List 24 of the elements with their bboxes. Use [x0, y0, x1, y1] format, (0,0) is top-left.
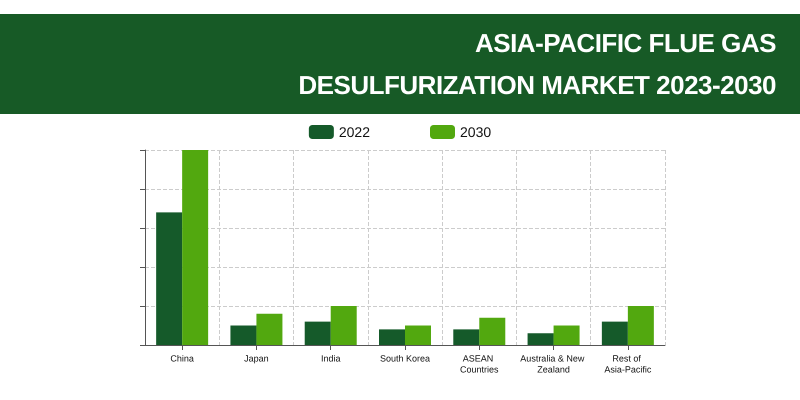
bar: [156, 212, 182, 345]
legend-label: 2030: [460, 124, 492, 140]
bar: [628, 306, 654, 345]
bar: [405, 326, 431, 345]
bar: [182, 150, 208, 345]
x-tick-label: Japan: [244, 354, 269, 364]
x-tick-label: ASEAN Countries: [460, 354, 500, 374]
bar: [256, 314, 282, 345]
bar: [479, 318, 506, 345]
bar: [304, 322, 331, 345]
bar: [528, 333, 554, 345]
bar: [379, 329, 405, 345]
x-tick-label: Australia & New Zealand: [520, 354, 587, 374]
x-tick-label: South Korea: [380, 354, 430, 364]
x-tick-label: China: [170, 354, 194, 364]
legend-label: 2022: [338, 124, 370, 140]
x-tick-label: Rest of Asia-Pacific: [604, 354, 652, 374]
bar: [554, 326, 580, 345]
chart-title: ASIA-PACIFIC FLUE GAS DESULFURIZATION MARKET 2023-2030: [297, 27, 776, 102]
bar: [230, 326, 256, 345]
x-tick-label: India: [320, 354, 340, 364]
bar: [453, 329, 480, 345]
bar: [602, 322, 628, 345]
bar: [330, 306, 357, 345]
